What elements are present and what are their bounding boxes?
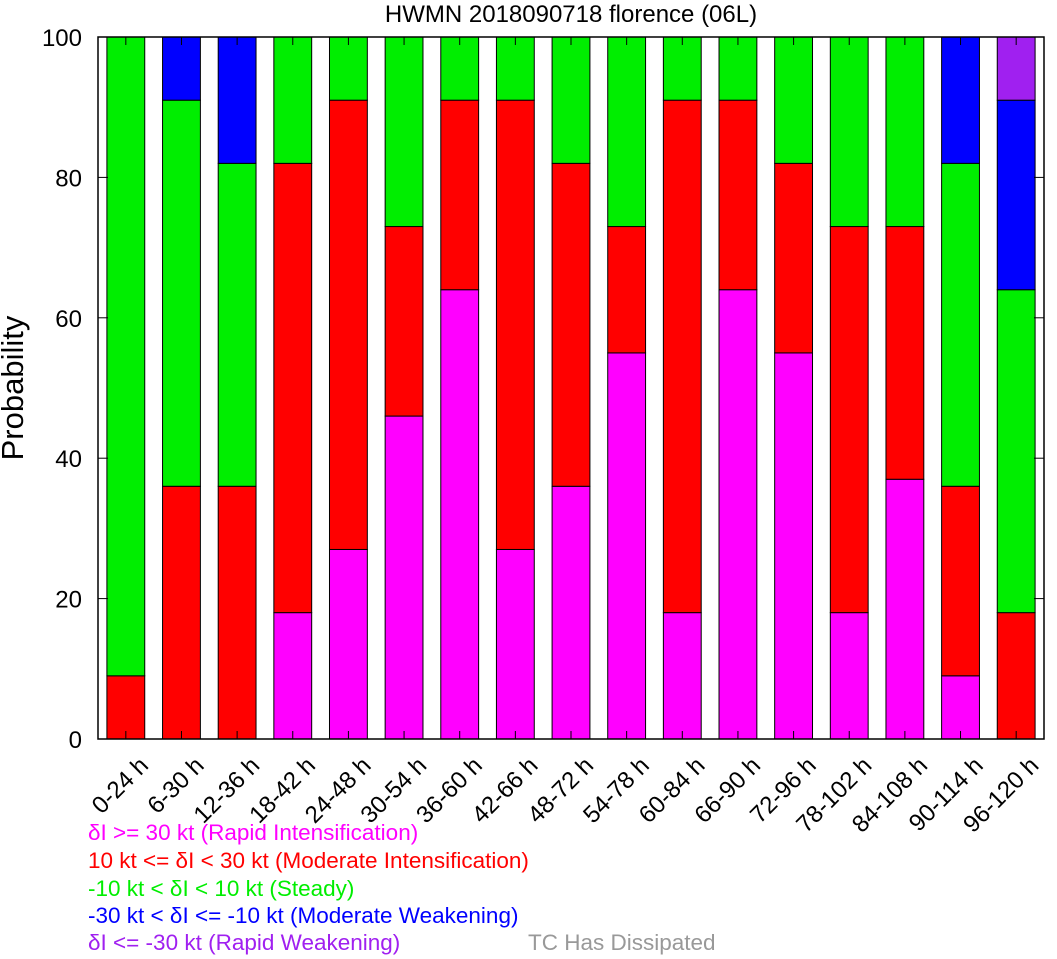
bar-segment-rapid-intensification [440,289,480,740]
bar-segment-steady [440,36,480,101]
chart-title: HWMN 2018090718 florence (06L) [384,1,758,28]
bar-segment-moderate-weakening [162,36,201,101]
bar-segment-steady [328,36,368,101]
bar-segment-rapid-intensification [941,675,980,740]
bar-segment-rapid-intensification [551,485,591,740]
bar-segment-moderate-weakening [996,99,1036,291]
bar-segment-steady [829,36,869,228]
bar-segment-moderate-intensification [662,99,702,614]
bar-segment-rapid-intensification [607,352,647,740]
legend-rapid-intensification: δI >= 30 kt (Rapid Intensification) [88,820,419,845]
bar-segment-rapid-intensification [885,478,925,740]
legend-dissipated: TC Has Dissipated [528,930,716,955]
bar-segment-steady [273,36,313,164]
bar-segment-moderate-intensification [217,485,257,740]
bar-segment-steady [384,36,424,228]
bar-segment-moderate-intensification [718,99,758,291]
bar-segment-moderate-intensification [328,99,368,550]
bar-segment-steady [607,36,647,228]
y-tick-label: 60 [55,306,82,333]
legend-moderate-weakening: -30 kt < δI <= -10 kt (Moderate Weakenin… [88,903,519,928]
legend-rapid-weakening: δI <= -30 kt (Rapid Weakening) [88,930,401,955]
bar-segment-rapid-intensification [829,612,869,740]
bar-segment-steady [162,99,201,487]
bar-segment-rapid-intensification [328,548,368,740]
bar-segment-moderate-intensification [829,226,869,614]
legend-steady: -10 kt < δI < 10 kt (Steady) [88,876,355,901]
bar-segment-rapid-intensification [495,548,535,740]
bar-segment-moderate-weakening [217,36,257,164]
bar-segment-rapid-intensification [273,612,313,740]
y-tick-label: 20 [55,587,82,614]
bar-segment-moderate-intensification [941,485,980,677]
legend-moderate-intensification: 10 kt <= δI < 30 kt (Moderate Intensific… [88,848,529,873]
x-tick-label: 0-24 h [87,752,154,819]
bar-segment-moderate-intensification [551,162,591,487]
bar-segment-steady [106,36,146,677]
bar-segment-moderate-intensification [495,99,535,550]
bar-segment-moderate-intensification [384,226,424,417]
bar-segment-rapid-intensification [662,612,702,740]
bar-segment-moderate-intensification [440,99,480,291]
bar-segment-moderate-weakening [941,36,980,164]
bar-segment-rapid-intensification [774,352,814,740]
bar-segment-steady [774,36,814,164]
y-tick-label: 0 [69,727,82,754]
y-tick-label: 40 [55,446,82,473]
bar-segment-steady [996,289,1036,614]
bar-segment-steady [662,36,702,101]
bar-segment-rapid-intensification [718,289,758,740]
bar-segment-steady [551,36,591,164]
bar-segment-moderate-intensification [885,226,925,480]
bar-segment-steady [217,162,257,487]
bar-segment-moderate-intensification [162,485,201,740]
bar-segment-steady [885,36,925,228]
bar-segment-moderate-intensification [996,612,1036,740]
y-tick-label: 100 [42,25,82,52]
bar-segment-moderate-intensification [106,675,146,740]
bar-segment-moderate-intensification [607,226,647,354]
bar-segment-rapid-intensification [384,415,424,740]
y-tick-label: 80 [55,165,82,192]
bar-segment-steady [495,36,535,101]
bar-segment-steady [718,36,758,101]
bar-segment-rapid-weakening [996,36,1036,101]
bar-segment-moderate-intensification [273,162,313,614]
bar-segment-steady [941,162,980,487]
bar-segment-moderate-intensification [774,162,814,354]
